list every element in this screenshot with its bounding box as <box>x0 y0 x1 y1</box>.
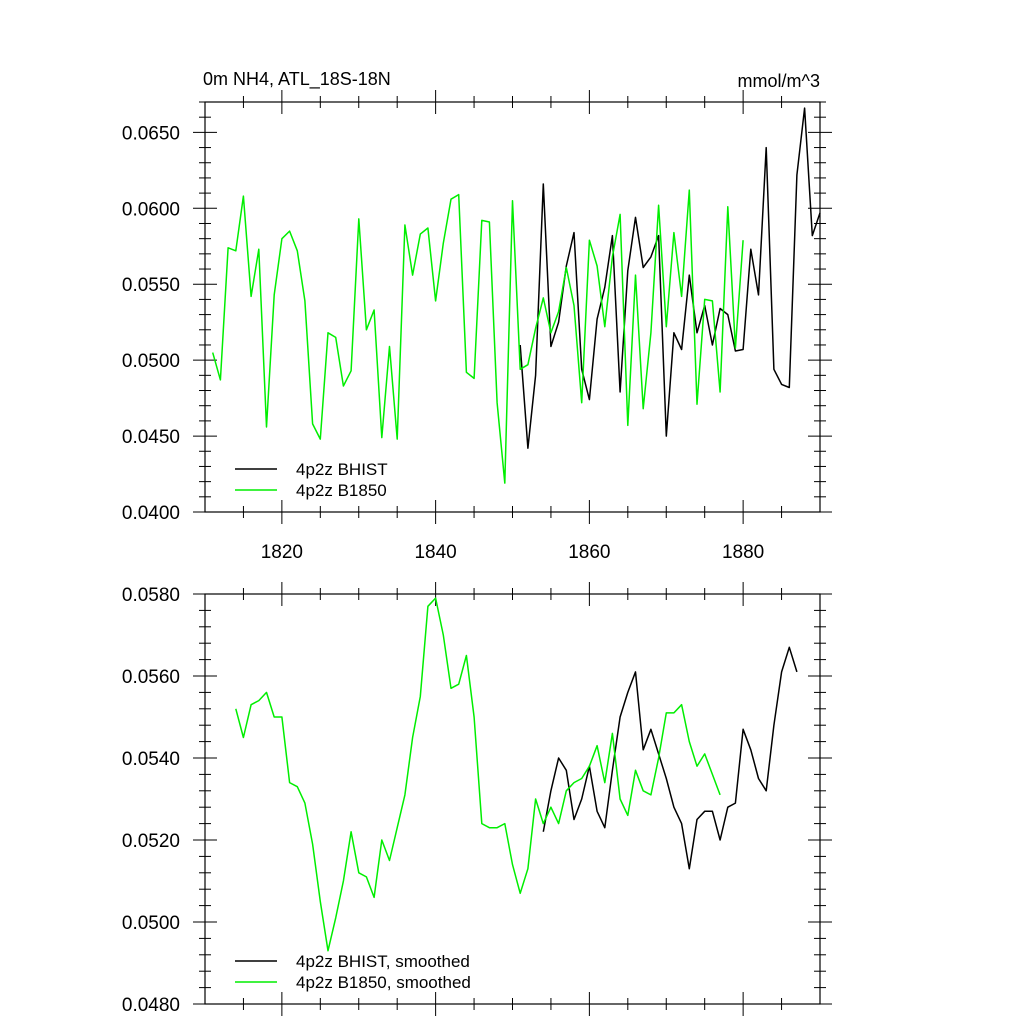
x-tick-label: 1840 <box>414 542 456 563</box>
y-tick-label: 0.0500 <box>122 351 180 372</box>
legend-label-bhist: 4p2z BHIST <box>296 460 388 479</box>
y-tick-label: 0.0500 <box>122 913 180 934</box>
y-tick-label: 0.0580 <box>122 585 180 606</box>
top-panel: 0m NH4, ATL_18S-18N mmol/m^3 1820 1840 186… <box>122 69 832 563</box>
legend-label-b1850-smoothed: 4p2z B1850, smoothed <box>296 973 471 992</box>
legend-label-b1850: 4p2z B1850 <box>296 481 387 500</box>
legend-label-bhist-smoothed: 4p2z BHIST, smoothed <box>296 952 470 971</box>
series-line-b1850 <box>211 189 744 484</box>
top-panel-legend: 4p2z BHIST 4p2z B1850 <box>235 460 388 500</box>
series-line-b1850 <box>235 597 721 952</box>
y-tick-label: 0.0450 <box>122 427 180 448</box>
bottom-panel-legend: 4p2z BHIST, smoothed 4p2z B1850, smoothe… <box>235 952 471 992</box>
bottom-panel: 0.0480 0.0500 0.0520 0.0540 0.0560 0.0580 4p2… <box>122 582 832 1016</box>
top-panel-frame <box>204 101 821 513</box>
y-tick-label: 0.0540 <box>122 749 180 770</box>
x-tick-label: 1860 <box>568 542 610 563</box>
bottom-panel-frame <box>204 593 821 1005</box>
x-tick-label: 1880 <box>722 542 764 563</box>
series-line-bhist <box>542 646 798 870</box>
y-tick-label: 0.0650 <box>122 123 180 144</box>
y-tick-label: 0.0550 <box>122 275 180 296</box>
x-tick-label: 1820 <box>261 542 303 563</box>
bottom-panel-series-layer <box>235 597 798 952</box>
y-tick-label: 0.0520 <box>122 831 180 852</box>
top-panel-units: mmol/m^3 <box>738 71 820 91</box>
bottom-panel-ticks: 0.0480 0.0500 0.0520 0.0540 0.0560 0.0580 <box>122 582 832 1016</box>
top-panel-series-layer <box>211 107 821 484</box>
y-tick-label: 0.0400 <box>122 503 180 524</box>
y-tick-label: 0.0560 <box>122 667 180 688</box>
top-panel-title: 0m NH4, ATL_18S-18N <box>203 69 391 90</box>
y-tick-label: 0.0600 <box>122 199 180 220</box>
y-tick-label: 0.0480 <box>122 995 180 1016</box>
series-line-bhist <box>519 107 821 449</box>
